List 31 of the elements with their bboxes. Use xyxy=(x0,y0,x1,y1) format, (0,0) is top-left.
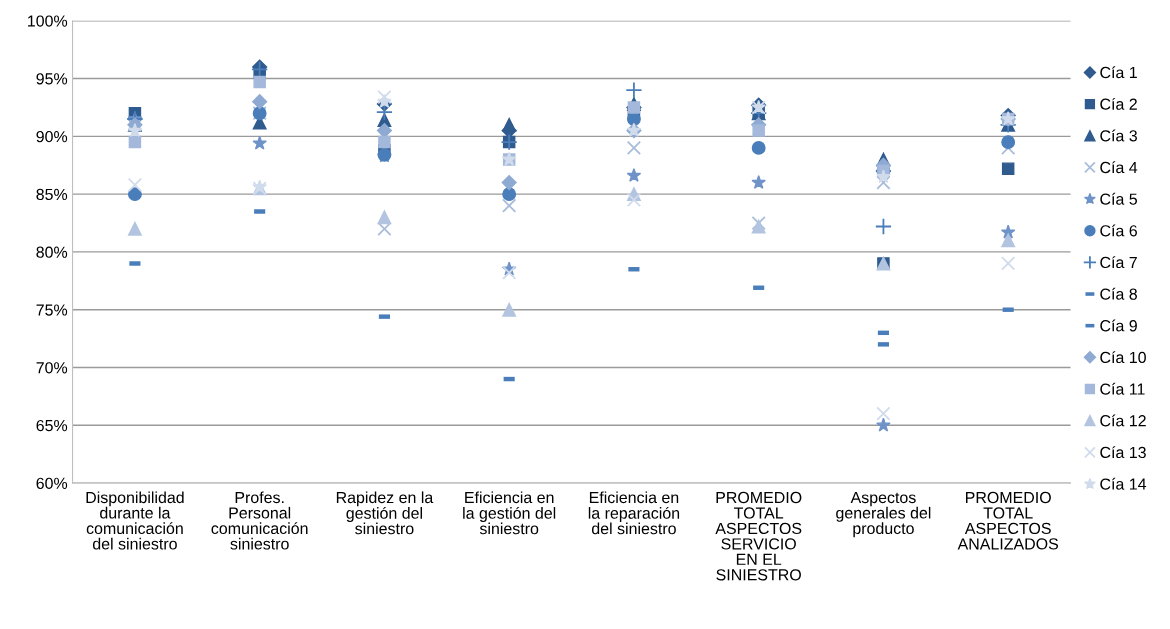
legend-label: Cía 10 xyxy=(1100,351,1146,364)
x-tick-label: PROMEDIO TOTAL ASPECTOS SERVICIO EN EL SINIESTRO xyxy=(715,491,802,581)
y-tick-label: 60% xyxy=(36,477,68,490)
y-tick-label: 70% xyxy=(36,362,68,374)
y-tick-label: 65% xyxy=(36,419,68,432)
y-tick-label: 80% xyxy=(36,246,68,258)
legend-label: Cía 5 xyxy=(1100,192,1137,205)
legend-label: Cía 13 xyxy=(1100,446,1146,459)
legend-label: Cía 4 xyxy=(1100,161,1138,174)
legend-label: Cía 8 xyxy=(1100,287,1137,300)
x-tick-label: Eficiencia en la gestión del siniestro xyxy=(463,491,556,535)
y-tick-label: 85% xyxy=(36,188,68,201)
y-tick-label: 90% xyxy=(36,130,68,143)
legend-label: Cía 1 xyxy=(1100,66,1137,79)
legend-label: Cía 6 xyxy=(1100,224,1137,237)
x-tick-label: Eficiencia en la reparación del siniestro xyxy=(588,491,680,535)
legend-label: Cía 11 xyxy=(1100,382,1145,395)
legend-label: Cía 3 xyxy=(1100,129,1137,142)
x-tick-label: Rapidez en la gestión del siniestro xyxy=(336,491,434,535)
legend-label: Cía 7 xyxy=(1100,256,1137,269)
x-tick-label: Profes. Personal comunicación siniestro xyxy=(211,491,308,550)
x-tick-label: Aspectos generales del producto xyxy=(836,491,931,538)
legend-label: Cía 9 xyxy=(1100,319,1137,332)
legend-label: Cía 14 xyxy=(1100,477,1147,490)
legend-label: Cía 12 xyxy=(1100,414,1146,427)
y-tick-label: 75% xyxy=(36,304,68,316)
x-tick-label: Disponibilidad durante la comunicación del siniestro xyxy=(86,491,184,550)
legend-label: Cía 2 xyxy=(1100,97,1137,110)
x-tick-label: PROMEDIO TOTAL ASPECTOS ANALIZADOS xyxy=(957,491,1059,550)
y-tick-label: 95% xyxy=(36,73,68,85)
y-tick-label: 100% xyxy=(28,15,68,27)
